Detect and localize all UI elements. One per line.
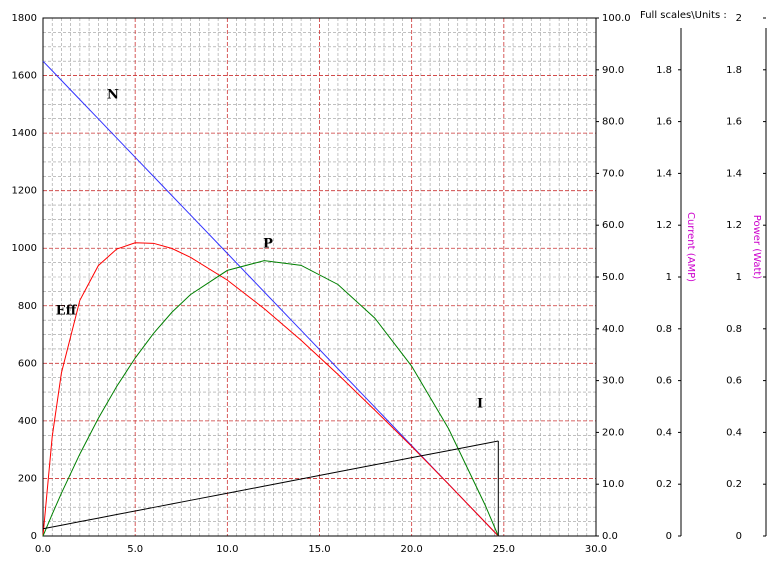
series-line [42, 60, 499, 537]
x-tick-label: 25.0 [493, 544, 515, 555]
power-axis-tick-label: 0.4 [726, 427, 742, 438]
current-axis-tick-label: 1.4 [656, 168, 672, 179]
x-tick-label: 15.0 [308, 544, 330, 555]
series-label: P [263, 237, 273, 252]
current-axis-tick-label: 1.6 [656, 117, 672, 128]
y2-tick-label: 30.0 [602, 376, 624, 387]
current-axis-tick-label: 0.8 [656, 324, 672, 335]
power-axis-tick-label: 1.4 [726, 168, 742, 179]
y-tick-label: 800 [18, 301, 37, 312]
current-axis-title: Current (AMP) [685, 212, 696, 282]
power-axis-tick-label: 0 [736, 531, 742, 542]
x-tick-label: 30.0 [585, 544, 607, 555]
y-tick-label: 200 [18, 473, 37, 484]
y2-tick-label: 90.0 [602, 65, 624, 76]
units-heading: Full scales\Units : [640, 10, 727, 21]
current-axis-tick-label: 0 [666, 531, 672, 542]
y2-tick-label: 70.0 [602, 168, 624, 179]
current-axis-tick-label: 1 [666, 272, 672, 283]
y-tick-label: 1400 [12, 128, 37, 139]
y2-tick-label: 0.0 [602, 531, 618, 542]
series-label: I [477, 397, 483, 412]
power-axis-tick-label: 0.8 [726, 324, 742, 335]
y2-tick-label: 100.0 [602, 13, 631, 24]
power-axis-tick-label: 1 [736, 272, 742, 283]
y2-tick-label: 10.0 [602, 479, 624, 490]
x-tick-label: 10.0 [216, 544, 238, 555]
power-axis-tick-label: 1.6 [726, 117, 742, 128]
y-tick-label: 600 [18, 358, 37, 369]
current-axis-tick-label: 1.8 [656, 65, 672, 76]
series-line [42, 260, 499, 537]
y-tick-label: 0 [31, 531, 37, 542]
current-axis-tick-label: 0.2 [656, 479, 672, 490]
current-axis-tick-label: 1.2 [656, 220, 672, 231]
power-axis-tick-label: 0.6 [726, 376, 742, 387]
series-label: N [107, 88, 119, 103]
y2-tick-label: 40.0 [602, 324, 624, 335]
series-label: Eff [56, 304, 78, 319]
y2-tick-label: 50.0 [602, 272, 624, 283]
y2-tick-label: 20.0 [602, 427, 624, 438]
plot-frame [42, 17, 597, 537]
power-axis-tick-label: 1.8 [726, 65, 742, 76]
y2-tick-label: 80.0 [602, 117, 624, 128]
current-axis-tick-label: 0.6 [656, 376, 672, 387]
power-axis-tick-label: 0.2 [726, 479, 742, 490]
series-line [42, 440, 499, 530]
y2-tick-label: 60.0 [602, 220, 624, 231]
x-tick-label: 20.0 [401, 544, 423, 555]
y-tick-label: 400 [18, 416, 37, 427]
y-tick-label: 1800 [12, 13, 37, 24]
power-axis-tick-label: 2 [736, 13, 742, 24]
current-axis-tick-label: 0.4 [656, 427, 672, 438]
y-tick-label: 1000 [12, 243, 37, 254]
power-axis-tick-label: 1.2 [726, 220, 742, 231]
y-tick-label: 1600 [12, 71, 37, 82]
series-line [42, 242, 499, 537]
y-tick-label: 1200 [12, 186, 37, 197]
x-tick-label: 0.0 [35, 544, 51, 555]
power-axis-title: Power (Watt) [751, 215, 762, 280]
x-tick-label: 5.0 [127, 544, 143, 555]
